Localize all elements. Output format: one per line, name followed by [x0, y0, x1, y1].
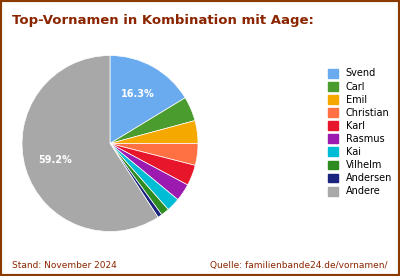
Text: Stand: November 2024: Stand: November 2024: [12, 261, 117, 270]
Text: Quelle: familienbande24.de/vornamen/: Quelle: familienbande24.de/vornamen/: [210, 261, 388, 270]
Wedge shape: [110, 144, 198, 165]
Wedge shape: [110, 121, 198, 144]
Wedge shape: [110, 55, 185, 144]
Wedge shape: [22, 55, 158, 232]
Text: 16.3%: 16.3%: [121, 89, 155, 99]
Wedge shape: [110, 144, 162, 217]
Legend: Svend, Carl, Emil, Christian, Karl, Rasmus, Kai, Vilhelm, Andersen, Andere: Svend, Carl, Emil, Christian, Karl, Rasm…: [326, 66, 395, 199]
Text: 59.2%: 59.2%: [38, 155, 72, 165]
Wedge shape: [110, 144, 188, 200]
Wedge shape: [110, 144, 178, 209]
Wedge shape: [110, 144, 168, 215]
Wedge shape: [110, 98, 195, 144]
Text: Top-Vornamen in Kombination mit Aage:: Top-Vornamen in Kombination mit Aage:: [12, 14, 314, 27]
Wedge shape: [110, 144, 195, 185]
